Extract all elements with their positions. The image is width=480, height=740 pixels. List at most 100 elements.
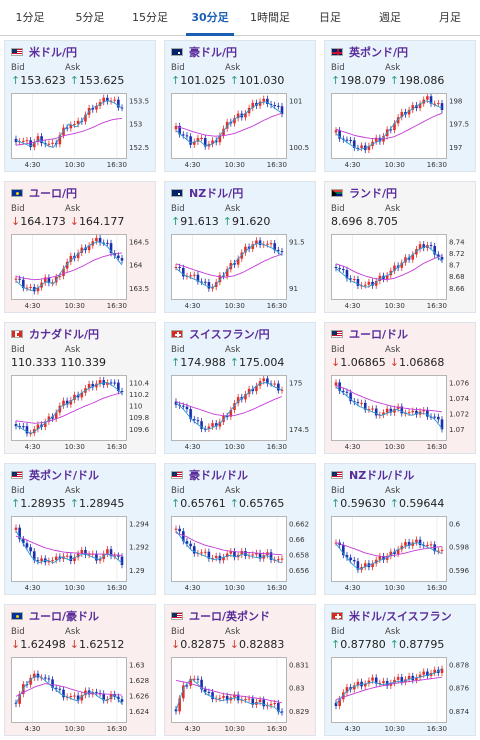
- mini-chart[interactable]: 4:30 10:30 16:30 1.076 1.074 1.072 1.07: [331, 375, 471, 451]
- mini-chart[interactable]: 4:30 10:30 16:30 0.831 0.83 0.829: [171, 657, 311, 733]
- candle-body: [356, 278, 360, 286]
- x-tick-label: 4:30: [345, 584, 361, 592]
- arrow-up-icon: ↑: [171, 74, 181, 87]
- rate-card[interactable]: NZドル/ドル Bid Ask ↑0.59630 ↑0.59644 4:30 10…: [324, 463, 476, 595]
- candle-body: [374, 408, 378, 416]
- rate-card[interactable]: 英ポンド/ドル Bid Ask ↑1.28935 ↑1.28945 4:30 10…: [4, 463, 156, 595]
- pair-link[interactable]: 米ドル/スイスフラン: [349, 610, 452, 623]
- rate-card[interactable]: ユーロ/豪ドル Bid Ask ↓1.62498 ↓1.62512 4:30 10…: [4, 604, 156, 736]
- candle-body: [255, 552, 258, 555]
- mini-chart[interactable]: 4:30 10:30 16:30 101 100.5: [171, 93, 311, 169]
- tab-2[interactable]: 15分足: [132, 11, 168, 24]
- candle-body: [236, 397, 240, 404]
- candle-body: [342, 390, 345, 392]
- candle-body: [203, 138, 207, 147]
- bid-price: 110.333: [11, 356, 57, 369]
- mini-chart[interactable]: 4:30 10:30 16:30 91.5 91: [171, 234, 311, 310]
- pair-link[interactable]: スイスフラン/円: [189, 328, 270, 341]
- pair-link[interactable]: ユーロ/ドル: [349, 328, 409, 341]
- pair-link[interactable]: NZドル/円: [189, 187, 244, 200]
- candle-body: [207, 691, 211, 693]
- x-tick-label: 16:30: [267, 161, 287, 169]
- candle-body: [22, 426, 25, 428]
- candle-body: [73, 124, 76, 126]
- pair-link[interactable]: 英ポンド/ドル: [29, 469, 100, 482]
- tab-6[interactable]: 週足: [379, 11, 401, 24]
- pair-link[interactable]: 米ドル/円: [29, 46, 78, 59]
- rate-card[interactable]: ユーロ/ドル Bid Ask ↓1.06865 ↓1.06868 4:30 10:…: [324, 322, 476, 454]
- mini-chart[interactable]: 4:30 10:30 16:30 8.74 8.72 8.7 8.68 8.66: [331, 234, 471, 310]
- pair-link[interactable]: ランド/円: [349, 187, 398, 200]
- rate-card[interactable]: 英ポンド/円 Bid Ask ↑198.079 ↑198.086 4:30 10:…: [324, 40, 476, 172]
- rate-card[interactable]: NZドル/円 Bid Ask ↑91.613 ↑91.620 4:30 10:30…: [164, 181, 316, 313]
- pair-link[interactable]: 豪ドル/ドル: [189, 469, 249, 482]
- pair-link[interactable]: カナダドル/円: [29, 328, 100, 341]
- x-tick-label: 4:30: [345, 161, 361, 169]
- rate-card[interactable]: ランド/円 Bid Ask 8.696 8.705 4:30 10:30 16:30…: [324, 181, 476, 313]
- pair-link[interactable]: NZドル/ドル: [349, 469, 415, 482]
- rate-card[interactable]: 豪ドル/ドル Bid Ask ↑0.65761 ↑0.65765 4:30 10:…: [164, 463, 316, 595]
- candle-body: [91, 107, 95, 110]
- candle-body: [36, 424, 40, 430]
- mini-chart[interactable]: 4:30 10:30 16:30 164.5 164 163.5: [11, 234, 151, 310]
- candle-body: [342, 269, 345, 271]
- rate-card[interactable]: 米ドル/円 Bid Ask ↑153.623 ↑153.625 4:30 10:3…: [4, 40, 156, 172]
- mini-chart[interactable]: 4:30 10:30 16:30 175 174.5: [171, 375, 311, 451]
- ask-label: Ask: [225, 345, 241, 355]
- mini-chart[interactable]: 4:30 10:30 16:30 0.878 0.876 0.874: [331, 657, 471, 733]
- short-average-line: [335, 668, 443, 705]
- candle-body: [382, 556, 385, 560]
- candle-body: [233, 118, 236, 124]
- tab-4[interactable]: 1時間足: [250, 11, 290, 24]
- mini-chart[interactable]: 4:30 10:30 16:30 0.662 0.66 0.658 0.656: [171, 516, 311, 592]
- candle-body: [280, 389, 284, 391]
- candlestick-chart: 4:30 10:30 16:30 1.294 1.292 1.29: [11, 516, 150, 592]
- mini-chart[interactable]: 4:30 10:30 16:30 1.294 1.292 1.29: [11, 516, 151, 592]
- candle-body: [36, 287, 40, 292]
- mini-chart[interactable]: 4:30 10:30 16:30 198 197.5 197: [331, 93, 471, 169]
- candle-body: [178, 126, 181, 135]
- candle-body: [32, 142, 36, 148]
- tab-7[interactable]: 月足: [439, 11, 461, 24]
- candle-body: [342, 545, 345, 556]
- mini-chart[interactable]: 4:30 10:30 16:30 110.4 110.2 110 109.8 109.6: [11, 375, 151, 451]
- rate-card[interactable]: スイスフラン/円 Bid Ask ↑174.988 ↑175.004 4:30 1…: [164, 322, 316, 454]
- x-tick-label: 4:30: [25, 584, 41, 592]
- candle-body: [411, 105, 415, 110]
- candle-body: [102, 97, 106, 103]
- candle-body: [334, 702, 338, 706]
- candle-body: [407, 257, 411, 260]
- tab-3[interactable]: 30分足: [180, 0, 240, 36]
- candle-body: [84, 114, 87, 122]
- pair-link[interactable]: 豪ドル/円: [189, 46, 238, 59]
- tab-1[interactable]: 5分足: [75, 11, 105, 24]
- pair-link[interactable]: ユーロ/英ポンド: [189, 610, 271, 623]
- mini-chart[interactable]: 4:30 10:30 16:30 153.5 153 152.5: [11, 93, 151, 169]
- candle-body: [109, 693, 113, 700]
- flag-icon: [11, 48, 23, 56]
- candle-body: [269, 243, 273, 245]
- rate-card[interactable]: 米ドル/スイスフラン Bid Ask ↑0.87780 ↑0.87795 4:3…: [324, 604, 476, 736]
- x-tick-label: 16:30: [107, 725, 127, 733]
- rate-card[interactable]: 豪ドル/円 Bid Ask ↑101.025 ↑101.030 4:30 10:3…: [164, 40, 316, 172]
- flag-icon: [171, 612, 183, 620]
- ask-price: ↑0.65765: [229, 497, 285, 510]
- arrow-down-icon: ↓: [389, 356, 399, 369]
- candle-body: [400, 111, 404, 118]
- mini-chart[interactable]: 4:30 10:30 16:30 0.6 0.598 0.596: [331, 516, 471, 592]
- pair-link[interactable]: ユーロ/円: [29, 187, 78, 200]
- rate-card[interactable]: ユーロ/円 Bid Ask ↓164.173 ↓164.177 4:30 10:3…: [4, 181, 156, 313]
- bid-price: ↓1.62498: [11, 638, 66, 651]
- tab-0[interactable]: 1分足: [15, 11, 45, 24]
- y-tick-label: 8.72: [449, 250, 465, 258]
- candle-body: [58, 276, 62, 278]
- candle-body: [440, 668, 444, 673]
- mini-chart[interactable]: 4:30 10:30 16:30 1.63 1.628 1.626 1.624: [11, 657, 151, 733]
- tab-5[interactable]: 日足: [319, 11, 341, 24]
- pair-link[interactable]: ユーロ/豪ドル: [29, 610, 100, 623]
- rate-card[interactable]: カナダドル/円 Bid Ask 110.333 110.339 4:30 10:3…: [4, 322, 156, 454]
- rate-card[interactable]: ユーロ/英ポンド Bid Ask ↓0.82875 ↓0.82883 4:30 1…: [164, 604, 316, 736]
- short-average-line: [175, 101, 283, 147]
- candle-body: [113, 382, 116, 384]
- pair-link[interactable]: 英ポンド/円: [349, 46, 409, 59]
